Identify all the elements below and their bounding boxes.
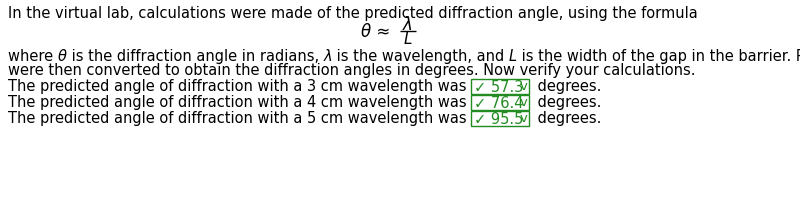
Text: ✓ 57.3: ✓ 57.3 — [474, 80, 523, 95]
Text: v: v — [519, 96, 527, 108]
Text: degrees.: degrees. — [533, 79, 602, 94]
Text: θ ≈: θ ≈ — [361, 23, 390, 41]
Text: ✓ 95.5: ✓ 95.5 — [474, 111, 524, 126]
Text: In the virtual lab, calculations were made of the predicted diffraction angle, u: In the virtual lab, calculations were ma… — [8, 6, 698, 21]
Text: were then converted to obtain the diffraction angles in degrees. Now verify your: were then converted to obtain the diffra… — [8, 63, 695, 78]
Text: where: where — [8, 49, 58, 64]
FancyBboxPatch shape — [471, 80, 529, 95]
Text: θ: θ — [58, 49, 66, 64]
FancyBboxPatch shape — [471, 96, 530, 110]
Text: degrees.: degrees. — [534, 95, 602, 109]
Text: v: v — [519, 111, 527, 124]
Text: The predicted angle of diffraction with a 5 cm wavelength was: The predicted angle of diffraction with … — [8, 110, 471, 125]
Text: degrees.: degrees. — [534, 110, 602, 125]
Text: L: L — [509, 49, 517, 64]
Text: ✓ 76.4: ✓ 76.4 — [474, 96, 524, 110]
Text: v: v — [519, 80, 527, 93]
Text: L: L — [404, 32, 412, 47]
Text: λ: λ — [403, 16, 413, 34]
Text: is the wavelength, and: is the wavelength, and — [332, 49, 509, 64]
Text: The predicted angle of diffraction with a 4 cm wavelength was: The predicted angle of diffraction with … — [8, 95, 471, 109]
FancyBboxPatch shape — [471, 111, 530, 126]
Text: is the width of the gap in the barrier. Radians: is the width of the gap in the barrier. … — [517, 49, 800, 64]
Text: is the diffraction angle in radians,: is the diffraction angle in radians, — [66, 49, 323, 64]
Text: λ: λ — [323, 49, 332, 64]
Text: The predicted angle of diffraction with a 3 cm wavelength was: The predicted angle of diffraction with … — [8, 79, 471, 94]
